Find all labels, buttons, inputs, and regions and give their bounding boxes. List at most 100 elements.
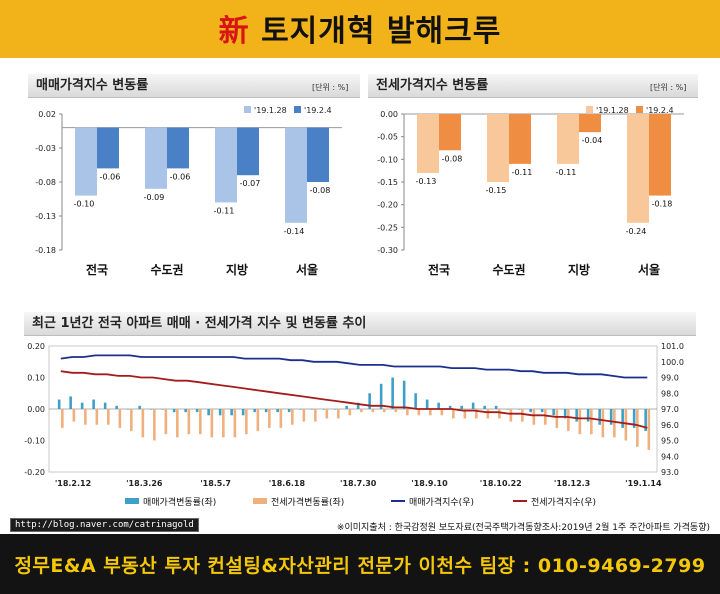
chart3-bar xyxy=(287,409,291,413)
chart3-bar xyxy=(72,409,76,422)
chart2-unit: [단위 : %] xyxy=(650,83,687,92)
chart3-bar xyxy=(61,409,64,428)
chart3-bar xyxy=(609,409,613,425)
chart1-category-label: 수도권 xyxy=(150,263,183,277)
chart3-x-label: '18.5.7 xyxy=(200,479,231,488)
chart3-bar xyxy=(383,409,386,413)
chart2-y-tick: -0.25 xyxy=(377,223,398,232)
chart3-bar xyxy=(268,409,271,428)
chart3-bar xyxy=(115,405,118,409)
chart3-bar xyxy=(636,409,639,447)
chart3-bar xyxy=(371,409,375,413)
chart3-bar xyxy=(199,409,202,435)
chart3-legend-label: 전세가격변동률(좌) xyxy=(271,496,344,508)
chart3-bar xyxy=(483,405,486,409)
chart3-legend-label: 전세가격지수(우) xyxy=(531,496,596,508)
chart3-title: 최근 1년간 전국 아파트 매매 · 전세가격 지수 및 변동률 추이 xyxy=(24,312,696,336)
chart3-x-label: '18.9.10 xyxy=(411,479,448,488)
chart3-bar xyxy=(552,409,555,416)
chart3-bar xyxy=(245,409,248,435)
chart3-right-tick: 95.0 xyxy=(661,437,679,446)
chart3-bar xyxy=(356,402,360,409)
chart3-bar xyxy=(575,409,578,422)
chart1-bar-label: -0.14 xyxy=(284,227,305,236)
chart3-bar xyxy=(92,399,95,409)
chart3-bar xyxy=(506,409,509,410)
chart2-legend-label: '19.1.28 xyxy=(596,106,629,115)
title-text: 토지개혁 발해크루 xyxy=(249,14,502,49)
chart2-legend-swatch xyxy=(586,106,593,113)
chart3-left-tick: 0.20 xyxy=(27,342,45,351)
chart3-line xyxy=(60,370,648,429)
chart3-bar xyxy=(598,409,601,425)
chart2-bar xyxy=(557,114,579,164)
chart3-bar xyxy=(647,409,651,450)
chart3-bar xyxy=(391,377,394,409)
chart1-category-label: 서울 xyxy=(296,262,318,277)
chart1-unit: [단위 : %] xyxy=(312,83,349,92)
chart1-sales-change: 0.02 -0.03 -0.08 -0.13 -0.18 '19.1.28 '19.2.4 -… xyxy=(35,106,342,277)
chart2-bar-label: -0.13 xyxy=(416,177,437,186)
footer-banner: 정무E&A 부동산 투자 컨설팅&자산관리 전문가 이천수 팀장 : 010-9… xyxy=(0,534,720,594)
chart3-right-tick: 94.0 xyxy=(661,452,679,461)
chart2-bar xyxy=(649,114,671,196)
chart3-x-label: '18.10.22 xyxy=(480,479,522,488)
chart1-bar xyxy=(285,127,307,223)
chart3-x-label: '18.3.26 xyxy=(126,479,163,488)
chart3-bar xyxy=(210,409,214,438)
chart3-legend-swatch xyxy=(253,498,267,504)
chart3-right-tick: 100.0 xyxy=(661,358,684,367)
chart3-bar xyxy=(460,405,463,409)
chart1-bar-label: -0.06 xyxy=(100,172,121,181)
chart3-bar xyxy=(103,402,107,409)
chart3-bar xyxy=(161,409,164,410)
chart3-bar xyxy=(402,380,406,409)
chart3-x-label: '19.1.14 xyxy=(625,479,662,488)
chart2-bar-label: -0.08 xyxy=(442,154,463,163)
chart3-bar xyxy=(164,409,168,435)
chart3-bar xyxy=(379,383,383,409)
chart3-bar xyxy=(126,409,130,410)
chart3-legend-label: 매매가격변동률(좌) xyxy=(143,496,216,508)
chart3-bar xyxy=(544,409,547,425)
chart3-bar xyxy=(184,409,187,413)
chart3-bar xyxy=(345,405,348,409)
chart3-bar xyxy=(233,409,237,438)
chart1-y-tick: -0.03 xyxy=(35,144,56,153)
chart3-bar xyxy=(425,399,429,409)
chart3-bar xyxy=(187,409,191,435)
chart3-right-tick: 101.0 xyxy=(661,342,684,351)
chart3-bar xyxy=(176,409,179,438)
chart2-legend-label: '19.2.4 xyxy=(646,106,674,115)
chart1-bar xyxy=(215,127,237,203)
chart1-category-label: 지방 xyxy=(226,262,248,277)
chart3-left-tick: -0.20 xyxy=(24,468,45,477)
chart3-bar xyxy=(310,409,314,410)
chart3-bar xyxy=(153,409,156,441)
chart1-legend-swatch xyxy=(244,106,251,113)
chart3-bar xyxy=(437,402,440,409)
chart1-y-tick: -0.18 xyxy=(35,246,56,255)
chart3-bar xyxy=(498,409,501,419)
chart3-bar xyxy=(601,409,605,438)
chart1-bar-label: -0.06 xyxy=(170,172,191,181)
chart3-legend-label: 매매가격지수(우) xyxy=(409,496,474,508)
chart3-right-tick: 93.0 xyxy=(661,468,679,477)
chart3-bar xyxy=(540,409,544,413)
chart3-bar xyxy=(130,409,133,432)
chart2-category-label: 전국 xyxy=(428,262,450,277)
chart3-bar xyxy=(590,409,593,435)
chart3-bar xyxy=(118,409,122,428)
chart3-bar xyxy=(406,409,409,416)
chart3-bar xyxy=(95,409,99,425)
chart3-bar xyxy=(207,409,210,416)
chart3-bar xyxy=(333,409,337,410)
header-banner: 新 토지개혁 발해크루 xyxy=(0,0,720,58)
chart3-bar xyxy=(529,409,532,413)
chart2-legend-swatch xyxy=(636,106,643,113)
chart3-bar xyxy=(149,409,153,410)
chart3-bar xyxy=(218,409,222,416)
chart3-bar xyxy=(322,409,325,410)
chart2-jeonse-change: 0.00 -0.05 -0.10 -0.15 -0.20 -0.25 -0.30 '19.1.… xyxy=(377,106,684,277)
chart2-bar xyxy=(509,114,531,164)
